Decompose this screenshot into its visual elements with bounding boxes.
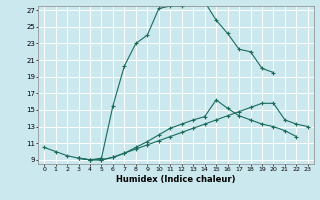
X-axis label: Humidex (Indice chaleur): Humidex (Indice chaleur) bbox=[116, 175, 236, 184]
